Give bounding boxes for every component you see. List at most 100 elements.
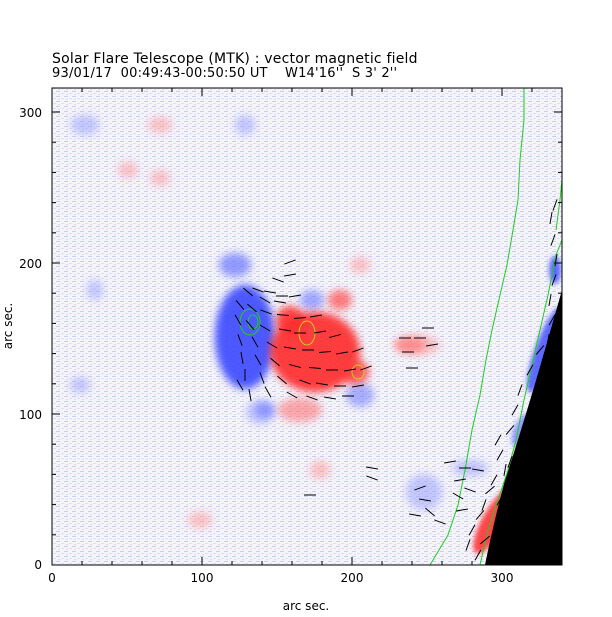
field-vector [260, 309, 272, 315]
field-vector [485, 485, 495, 495]
field-vector [526, 364, 534, 376]
field-vector [475, 510, 485, 520]
field-vector [532, 394, 536, 406]
field-vector [481, 499, 487, 511]
field-vector [276, 313, 290, 317]
field-vector [306, 395, 318, 401]
field-vector [251, 336, 259, 348]
field-vector [237, 334, 243, 346]
field-vector [286, 391, 298, 399]
field-vector [414, 485, 426, 491]
field-vector [549, 212, 553, 224]
field-vector [284, 259, 296, 265]
field-vector [434, 519, 446, 525]
field-vector [425, 507, 435, 517]
field-vector [324, 396, 336, 400]
field-vector [274, 300, 286, 304]
field-vector [277, 375, 287, 385]
plot-frame [51, 87, 563, 566]
field-vector [284, 273, 296, 277]
x-tick-label-200: 200 [341, 571, 364, 585]
field-vector [474, 549, 482, 561]
x-tick-label-300: 300 [491, 571, 514, 585]
field-vector [490, 474, 498, 486]
positive-polarity-region [270, 290, 426, 422]
field-vector [507, 456, 513, 468]
field-vector [409, 513, 421, 517]
field-vector [550, 234, 556, 246]
field-vector [505, 425, 515, 435]
field-vector [465, 539, 471, 551]
field-vector [272, 277, 284, 283]
field-vector [543, 354, 549, 366]
field-vector [270, 357, 280, 367]
field-vector [472, 468, 484, 472]
field-vector [517, 384, 523, 396]
field-vector [310, 314, 322, 318]
field-vector [314, 330, 326, 334]
field-vector [289, 294, 301, 298]
transverse-field-vectors [234, 199, 558, 561]
field-vector [366, 466, 378, 470]
field-vector [548, 294, 552, 306]
field-vector [289, 363, 301, 369]
field-vector [551, 274, 557, 286]
field-vector [279, 328, 291, 332]
field-vector [284, 346, 296, 350]
field-vector [234, 314, 242, 326]
field-vector [264, 290, 276, 294]
field-vector [554, 254, 558, 266]
axis-ticks [51, 88, 563, 566]
field-vector [536, 374, 544, 386]
field-vector [235, 300, 245, 310]
field-vector [352, 347, 364, 353]
plot-subtitle: 93/01/17 00:49:43-00:50:50 UT W14'16'' S… [52, 66, 398, 81]
field-vector [452, 492, 464, 500]
field-vector [259, 372, 265, 384]
field-vector [516, 434, 524, 446]
field-vector [535, 345, 545, 355]
field-vector [503, 464, 507, 476]
y-axis-label: arc sec. [1, 303, 15, 349]
field-vector [316, 382, 328, 386]
field-vector [552, 199, 558, 211]
field-vector [299, 379, 311, 385]
field-vector [480, 535, 490, 545]
field-vector [248, 389, 252, 401]
field-vector [318, 350, 332, 354]
field-vector [454, 478, 466, 482]
field-vector [247, 303, 257, 313]
field-vector [243, 287, 253, 297]
field-vector [254, 354, 262, 366]
field-vector [236, 379, 244, 391]
field-vector [252, 287, 264, 293]
y-tick-label-300: 300 [19, 106, 42, 120]
field-vector [548, 314, 556, 326]
field-vector [525, 414, 531, 426]
field-vector [259, 324, 271, 332]
field-vector [266, 341, 278, 349]
off-limb-area [485, 290, 562, 565]
field-vector [329, 333, 341, 339]
field-vector [360, 365, 372, 371]
field-vector [456, 508, 468, 512]
field-vector [344, 368, 356, 372]
y-tick-label-0: 0 [34, 558, 42, 572]
y-tick-label-200: 200 [19, 257, 42, 271]
field-vector [496, 449, 504, 461]
field-vector [444, 460, 456, 464]
plot-title: Solar Flare Telescope (MTK) : vector mag… [52, 51, 418, 67]
field-vector [546, 334, 550, 346]
field-vector [352, 384, 364, 388]
field-vector [245, 320, 255, 330]
field-vector [336, 351, 348, 355]
x-tick-label-100: 100 [191, 571, 214, 585]
field-vector [464, 487, 476, 493]
field-vector [240, 352, 244, 364]
field-vector [426, 343, 438, 347]
field-vector [264, 386, 272, 398]
field-vector [293, 316, 307, 320]
y-tick-label-100: 100 [19, 408, 42, 422]
field-vector [419, 498, 431, 502]
